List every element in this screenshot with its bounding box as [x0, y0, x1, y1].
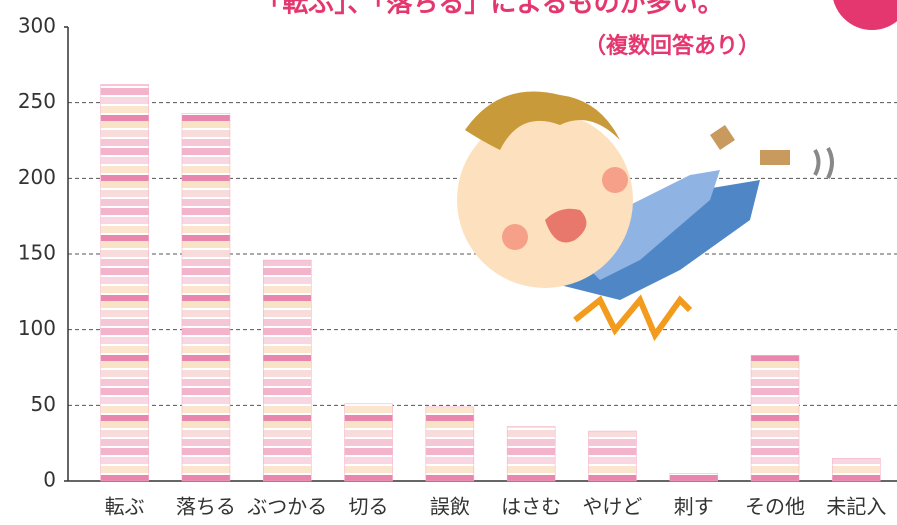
- x-tick-label: 転ぶ: [105, 495, 145, 519]
- bar: [507, 427, 555, 481]
- bar: [101, 85, 149, 481]
- plot-area: 0 50 100 150 200 250 300 転ぶ 落ちるぶつかる切る 誤飲 はさむやけど 刺す そ…: [18, 14, 897, 519]
- y-tick-label: 300: [18, 14, 56, 38]
- y-tick-label: 0: [43, 468, 56, 492]
- illustration: [457, 92, 832, 335]
- x-tick-label: はさむ: [501, 495, 561, 519]
- x-tick-label: 切る: [349, 495, 389, 519]
- chart-title: 「転ぶ」、「落ちる」によるものが多い。: [256, 0, 723, 19]
- bar: [670, 473, 718, 481]
- page: {"chart_data": {"type": "bar", "title": …: [0, 0, 897, 525]
- x-tick-label: 刺す: [674, 495, 714, 519]
- bar: [426, 407, 474, 481]
- y-tick-label: 250: [18, 89, 56, 113]
- y-tick-label: 100: [18, 316, 56, 340]
- chart-subtitle: （複数回答あり）: [584, 33, 760, 59]
- bar: [345, 404, 393, 481]
- x-tick-label: 誤飲: [430, 495, 470, 519]
- x-tick-label: 未記入: [826, 495, 886, 519]
- bar: [832, 458, 880, 481]
- bar: [751, 355, 799, 481]
- bar: [182, 113, 230, 481]
- bar: [588, 431, 636, 481]
- y-tick-label: 50: [31, 392, 56, 416]
- x-tick-label: やけど: [582, 495, 642, 519]
- x-tick-label: 落ちる: [176, 495, 236, 519]
- y-tick-label: 200: [18, 165, 56, 189]
- x-tick-label: ぶつかる: [247, 495, 327, 519]
- y-tick-label: 150: [18, 241, 56, 265]
- chart: 「転ぶ」、「落ちる」によるものが多い。 （複数回答あり） 0 50 100 150 20…: [0, 0, 897, 525]
- bar: [263, 260, 311, 481]
- badge: [832, 0, 897, 30]
- x-tick-label: その他: [745, 495, 805, 519]
